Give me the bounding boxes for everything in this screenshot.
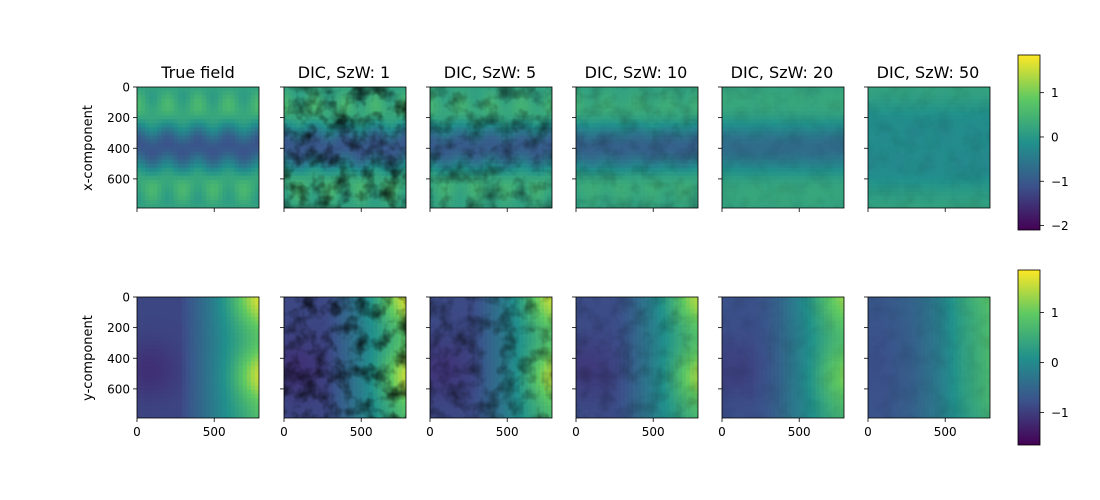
heatmap-panel-r0-c4 xyxy=(718,86,845,212)
column-title-3: DIC, SzW: 10 xyxy=(585,63,688,82)
x-tick-label: 0 xyxy=(280,425,288,439)
y-tick-label: 400 xyxy=(107,142,130,156)
y-tick-label: 600 xyxy=(107,382,130,396)
y-tick-label: 200 xyxy=(107,111,130,125)
column-title-1: DIC, SzW: 1 xyxy=(298,63,390,82)
heatmap-panel-r0-c2 xyxy=(426,86,553,212)
heatmap-panel-r1-c2: 0 500 xyxy=(426,296,553,439)
column-title-5: DIC, SzW: 50 xyxy=(877,63,980,82)
x-tick-label: 0 xyxy=(718,425,726,439)
column-title-2: DIC, SzW: 5 xyxy=(444,63,536,82)
heatmap-panel-r0-c5 xyxy=(864,86,991,212)
colorbar-tick-label: −2 xyxy=(1051,219,1069,233)
row-label-y-component: y-component xyxy=(81,315,96,401)
heatmap-panel-r1-c4: 0 500 xyxy=(718,296,845,439)
y-tick-label: 0 xyxy=(122,291,130,305)
colorbar-1 xyxy=(1017,269,1041,446)
colorbar-row-1: 1 0 −1 xyxy=(1017,269,1069,446)
x-tick-label: 500 xyxy=(203,425,226,439)
x-tick-label: 500 xyxy=(934,425,957,439)
colorbar-tick-label: 1 xyxy=(1051,306,1059,320)
heatmap-panel-r1-c5: 0 500 xyxy=(864,296,991,439)
y-tick-label: 200 xyxy=(107,321,130,335)
y-tick-label: 0 xyxy=(122,81,130,95)
x-tick-label: 500 xyxy=(496,425,519,439)
heatmap-panel-r0-c1 xyxy=(280,86,407,212)
heatmap-panel-r1-c0: 0 200 400 600 0 500 xyxy=(107,291,260,439)
colorbar-0 xyxy=(1017,54,1041,231)
heatmap-panel-r1-c1: 0 500 xyxy=(280,296,407,439)
colorbar-tick-label: 1 xyxy=(1051,86,1059,100)
column-title-0: True field xyxy=(160,63,235,82)
heatmap-panel-r1-c3: 0 500 xyxy=(572,296,699,439)
heatmap-panels: 0 200 400 600 0 200 400 600 0 500 0 500 0 500 0 500 0 500… xyxy=(107,81,991,439)
column-title-4: DIC, SzW: 20 xyxy=(731,63,834,82)
row-label-x-component: x-component xyxy=(81,105,96,191)
x-tick-label: 0 xyxy=(864,425,872,439)
x-tick-label: 500 xyxy=(642,425,665,439)
colorbar-tick-label: 0 xyxy=(1051,130,1059,144)
heatmap-panel-r0-c3 xyxy=(572,86,699,212)
colorbar-tick-label: −1 xyxy=(1051,406,1069,420)
y-tick-label: 600 xyxy=(107,172,130,186)
heatmap-panel-r0-c0: 0 200 400 600 xyxy=(107,81,260,212)
x-tick-label: 500 xyxy=(788,425,811,439)
colorbar-tick-label: −1 xyxy=(1051,175,1069,189)
colorbar-tick-label: 0 xyxy=(1051,356,1059,370)
x-tick-label: 0 xyxy=(426,425,434,439)
colorbar-row-0: 1 0 −1 −2 xyxy=(1017,54,1069,233)
y-tick-label: 400 xyxy=(107,352,130,366)
x-tick-label: 0 xyxy=(133,425,141,439)
x-tick-label: 500 xyxy=(350,425,373,439)
x-tick-label: 0 xyxy=(572,425,580,439)
